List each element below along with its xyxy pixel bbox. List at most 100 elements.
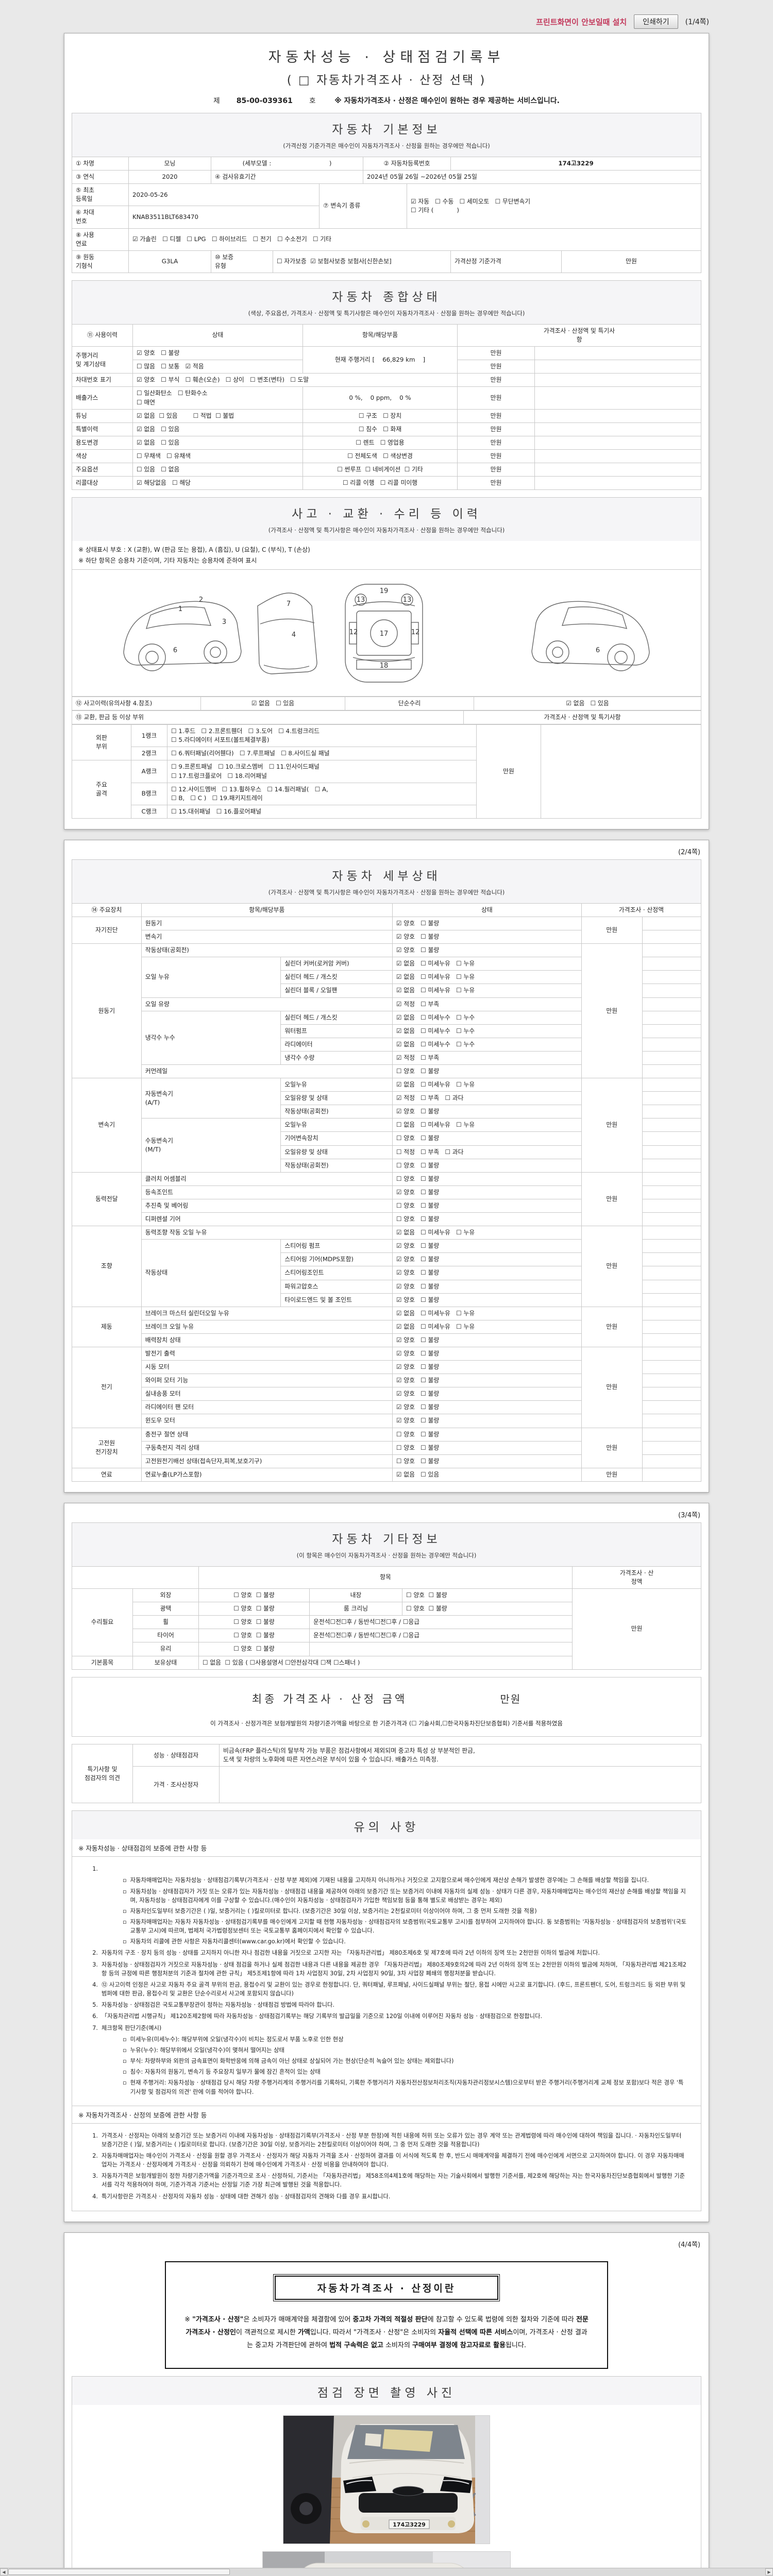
empty-cell <box>642 916 702 931</box>
scroll-right-arrow-icon[interactable]: ▶ <box>765 2568 773 2575</box>
intro-paragraph: ※ "가격조사 · 산정"은 소비자가 매매계약을 체결함에 있어 중고차 가격… <box>183 2313 590 2352</box>
table-cell: 특기사항 및 점검자의 의견 <box>72 1744 133 1804</box>
empty-cell <box>642 997 702 1011</box>
item-label: 등속조인트 <box>141 1185 393 1199</box>
table-cell: 만원 <box>457 422 535 436</box>
checkbox-cell: ☑ 양호 ☐ 불량 <box>392 1279 582 1294</box>
diagram-part-number: 12 <box>349 629 358 636</box>
scrollbar-thumb[interactable] <box>8 2569 230 2575</box>
checkbox-cell: ☑ 적정 ☐ 부족 <box>392 1050 582 1065</box>
empty-cell <box>642 1454 702 1468</box>
overall-title: 자동차 종합상태 <box>332 290 441 304</box>
empty-cell <box>642 1374 702 1388</box>
empty-cell <box>642 1172 702 1186</box>
notice-item-text: 자동차매매업자는 매수인이 가격조사 · 산정을 원할 경우 가격조사 · 산정… <box>102 2152 684 2168</box>
notice-item-text: 자동차가격은 보험개발원이 정한 차량기준가액을 기준가격으로 조사 · 산정하… <box>102 2173 685 2189</box>
horizontal-scrollbar[interactable]: ◀ ▶ <box>0 2568 773 2576</box>
table-cell <box>534 449 701 463</box>
diagram-part-number: 12 <box>411 629 420 636</box>
final-price-unit: 만원 <box>500 1693 522 1706</box>
print-help-text: 프린트화면이 안보일때 설치 <box>536 17 627 27</box>
checkbox-cell: ☐ 양호 ☐ 불량 <box>392 1440 582 1455</box>
table-cell: ⑧ 사용 연료 <box>72 228 129 251</box>
table-cell: ⑦ 변속기 종류 <box>318 183 408 229</box>
table-cell: 만원 <box>457 346 535 361</box>
document-subtitle: ( □ 자동차가격조사 · 산정 선택 ) <box>287 74 486 87</box>
table-cell: 만원 <box>572 1588 701 1670</box>
empty-cell <box>642 930 702 944</box>
notice-item-text: ⑫ 사고이력 인정은 사고로 자동차 주요 골격 부위의 판금, 용접수리 및 … <box>102 1981 686 1997</box>
item-label: 윈도우 모터 <box>141 1414 393 1428</box>
table-cell <box>534 373 701 387</box>
intro-text-segment: ※ <box>184 2315 193 2324</box>
empty-cell <box>642 1024 702 1038</box>
table-cell: 주행거리 및 계기상태 <box>72 346 133 374</box>
checkbox-cell: ☑ 양호 ☐ 불량 <box>392 1333 582 1347</box>
empty-cell <box>642 1050 702 1065</box>
notice-item-text: 자동차성능 · 상태점검은 국토교통부장관이 정하는 자동차성능 · 상태점검 … <box>102 2002 335 2009</box>
empty-cell <box>642 1118 702 1132</box>
table-cell: 모닝 <box>128 156 211 171</box>
table-cell <box>534 435 701 450</box>
checkbox-cell: ☑ 양호 ☐ 불량 <box>132 346 303 361</box>
table-cell: 만원 <box>457 462 535 477</box>
checkbox-cell: ☑ 해당없음 ☐ 해당 <box>132 476 303 490</box>
table-cell: 2020-05-26 <box>128 183 320 207</box>
table-cell: 174고3229 <box>450 156 701 171</box>
final-price-label: 최종 가격조사 · 산정 금액 <box>251 1692 408 1705</box>
subitem-label: 실린더 헤드 / 개스킷 <box>280 1010 393 1025</box>
item-label: 시동 모터 <box>141 1360 393 1375</box>
table-cell: C랭크 <box>131 804 167 819</box>
table-cell: 배출가스 <box>72 386 133 410</box>
price-survey-intro-box: 자동차가격조사 · 산정이란 ※ "가격조사 · 산정"은 소비자가 매매계약을… <box>165 2261 608 2369</box>
checkbox-cell: ☑ 없음 ☐ 있음 <box>474 696 701 711</box>
scroll-left-arrow-icon[interactable]: ◀ <box>0 2568 8 2575</box>
page-marker-3: (3/4쪽) <box>678 1511 700 1519</box>
empty-cell <box>642 1400 702 1415</box>
item-label: 클러치 어셈블리 <box>141 1172 393 1186</box>
table-cell: B랭크 <box>131 782 167 805</box>
table-cell <box>534 422 701 436</box>
car-damage-diagram-panel: 1 2 3 6 4 7 19 13 13 12 17 12 18 6 <box>72 569 701 697</box>
checkbox-cell: ☐ 적정 ☐ 부족 ☐ 과다 <box>392 1145 582 1159</box>
svg-text:174고3229: 174고3229 <box>393 2521 426 2528</box>
checkbox-cell: ☑ 없음 ☐ 미세누유 ☐ 누유 <box>392 970 582 985</box>
notice-bullet-text: 자동차매매업자는 자동차성능 · 상태점검기록부(가격조사 · 산정 부분 제외… <box>130 1877 649 1884</box>
subitem-label: 오일누유 <box>280 1118 393 1132</box>
notice-item-number: 1. <box>92 1866 98 1873</box>
empty-cell <box>642 1279 702 1294</box>
photos-title: 점검 장면 촬영 사진 <box>317 2386 456 2400</box>
device-group-label: 전기 <box>72 1346 142 1428</box>
device-group-label: 변속기 <box>72 1078 142 1173</box>
price-cell: 만원 <box>581 943 643 1079</box>
item-label: 브레이크 오일 누유 <box>141 1319 393 1334</box>
table-cell: 단순수리 <box>345 696 474 711</box>
notice-item-text: 「자동차관리법 시행규칙」 제120조제2항에 따라 자동차성능 · 상태점검기… <box>102 2013 543 2020</box>
table-cell: ④ 검사유효기간 <box>210 170 364 184</box>
checkbox-cell: ☐ 양호 ☐ 불량 <box>198 1588 310 1603</box>
table-cell: 유리 <box>132 1642 199 1656</box>
subitem-label: 타이로드엔드 및 볼 조인트 <box>280 1293 393 1307</box>
notice-item-text: 가격조사 · 산정자는 아래의 보증기간 또는 보증거리 이내에 자동차성능 ·… <box>102 2132 682 2148</box>
table-cell: 가격조사 · 산정액 및 특기사 항 <box>457 324 701 347</box>
bullet-icon: ▫ <box>123 1907 127 1914</box>
checkbox-cell: ☐ 양호 ☐ 불량 <box>392 1158 582 1173</box>
checkbox-cell: ☐ 6.쿼터패널(리어휀다) ☐ 7.루프패널 ☐ 8.사이드실 패널 <box>167 747 477 761</box>
checkbox-cell: ☐ 9.프론트패널 ☐ 10.크로스멤버 ☐ 11.인사이드패널 ☐ 17.트렁… <box>167 760 477 783</box>
service-note: ※ 자동차가격조사 · 산정은 매수인이 원하는 경우 제공하는 서비스입니다. <box>334 97 560 105</box>
subitem-label: 라디에이터 <box>280 1037 393 1052</box>
item-label: 브레이크 마스터 실린더오일 누유 <box>141 1306 393 1320</box>
checkbox-cell: ☐ 양호 ☐ 불량 <box>392 1064 582 1079</box>
notice-item-number: 3. <box>92 1961 98 1968</box>
notice-item-text: 특기사항란은 가격조사 · 산정자의 자동차 성능 · 상태에 대한 견해가 성… <box>102 2193 391 2200</box>
table-cell: 휠 <box>132 1615 199 1630</box>
table-cell: 리콜대상 <box>72 476 133 490</box>
empty-cell <box>642 1266 702 1280</box>
checkbox-cell: ☐ 일산화탄소 ☐ 탄화수소 ☐ 매연 <box>132 386 303 410</box>
print-button[interactable]: 인쇄하기 <box>634 14 678 29</box>
table-cell: 보유상태 <box>132 1655 199 1670</box>
item-label: 커먼레일 <box>141 1064 393 1079</box>
item-label: 연료누출(LP가스포함) <box>141 1467 393 1482</box>
table-cell: 주요옵션 <box>72 462 133 477</box>
